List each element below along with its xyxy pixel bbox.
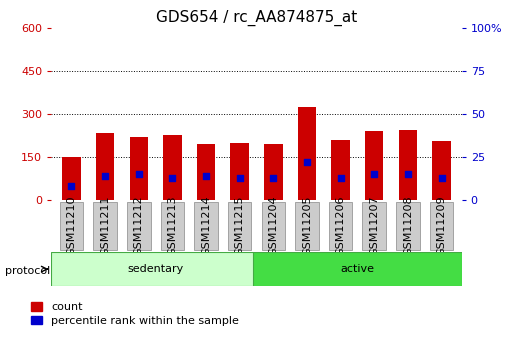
Bar: [264, 144, 283, 200]
Bar: [399, 130, 417, 200]
Text: GSM11214: GSM11214: [201, 196, 211, 256]
Bar: [295, 202, 319, 250]
Bar: [329, 202, 352, 250]
Bar: [96, 132, 114, 200]
Bar: [262, 202, 285, 250]
Text: GSM11212: GSM11212: [134, 196, 144, 256]
Point: [370, 171, 379, 177]
Point: [404, 171, 412, 177]
Bar: [161, 202, 184, 250]
Bar: [60, 202, 83, 250]
Text: GSM11207: GSM11207: [369, 196, 379, 256]
Bar: [62, 157, 81, 200]
Text: active: active: [341, 264, 374, 274]
Bar: [129, 137, 148, 200]
Bar: [432, 141, 451, 200]
Point: [168, 175, 176, 180]
Bar: [194, 202, 218, 250]
Title: GDS654 / rc_AA874875_at: GDS654 / rc_AA874875_at: [156, 10, 357, 26]
Point: [235, 175, 244, 180]
Point: [337, 175, 345, 180]
Bar: [363, 202, 386, 250]
Text: GSM11209: GSM11209: [437, 196, 446, 256]
Point: [67, 184, 75, 189]
Bar: [93, 202, 117, 250]
Text: GSM11213: GSM11213: [167, 196, 177, 256]
Text: GSM11206: GSM11206: [336, 196, 346, 256]
Bar: [331, 140, 350, 200]
Point: [101, 173, 109, 179]
Legend: count, percentile rank within the sample: count, percentile rank within the sample: [31, 302, 239, 326]
Text: protocol: protocol: [5, 266, 50, 276]
Bar: [230, 142, 249, 200]
Text: GSM11205: GSM11205: [302, 196, 312, 256]
Bar: [365, 131, 384, 200]
Point: [438, 175, 446, 180]
Bar: [430, 202, 453, 250]
Text: GSM11204: GSM11204: [268, 196, 279, 256]
Point: [303, 159, 311, 165]
Bar: [228, 202, 251, 250]
Text: GSM11215: GSM11215: [234, 196, 245, 256]
Text: GSM11210: GSM11210: [67, 196, 76, 256]
Bar: [298, 107, 316, 200]
Point: [134, 171, 143, 177]
Text: GSM11211: GSM11211: [100, 196, 110, 256]
Point: [202, 173, 210, 179]
Point: [269, 175, 278, 180]
Bar: [163, 135, 182, 200]
Text: sedentary: sedentary: [127, 264, 184, 274]
Bar: [197, 144, 215, 200]
Bar: [396, 202, 420, 250]
Bar: [127, 202, 150, 250]
Bar: [51, 252, 260, 286]
Text: GSM11208: GSM11208: [403, 196, 413, 256]
Bar: [253, 252, 462, 286]
